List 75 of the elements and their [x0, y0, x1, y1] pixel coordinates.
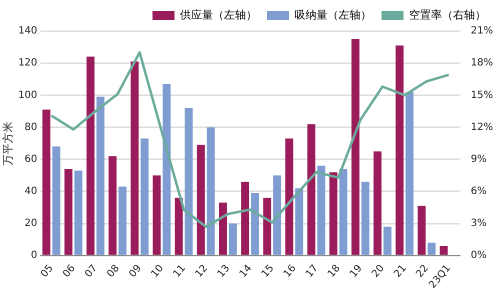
bar: [406, 92, 414, 255]
bar: [130, 61, 139, 255]
bar: [396, 45, 404, 255]
x-tick-label: 14: [238, 263, 254, 280]
x-tick-label: 13: [216, 263, 232, 280]
y2-tick-label: 15%: [470, 90, 494, 101]
y2-tick-label: 21%: [470, 26, 494, 37]
x-tick-label: 16: [282, 263, 298, 280]
legend-label: 空置率（右轴）: [409, 8, 486, 22]
bar: [295, 188, 304, 255]
bar: [263, 198, 272, 255]
y2-tick-label: 0%: [470, 250, 487, 262]
x-tick-label: 19: [348, 263, 365, 280]
x-tick-label: 10: [149, 263, 166, 280]
bar: [152, 175, 161, 255]
bar: [428, 242, 436, 255]
y2-tick-label: 9%: [470, 154, 487, 165]
y-tick-label: 20: [24, 218, 38, 230]
y-tick-label: 60: [24, 154, 38, 165]
bar: [418, 206, 426, 255]
bar: [351, 39, 360, 255]
bar: [206, 127, 215, 255]
bar: [42, 110, 50, 255]
x-tick-label: 12: [194, 263, 210, 280]
x-tick-label: 06: [61, 263, 78, 280]
bar: [317, 166, 326, 255]
bar: [273, 175, 282, 255]
y2-tick-label: 18%: [470, 58, 494, 69]
bar: [108, 156, 117, 255]
legend-label: 吸纳量（左轴）: [294, 8, 372, 22]
x-tick-label: 05: [39, 263, 56, 280]
bar: [74, 170, 82, 255]
x-tick-label: 09: [127, 263, 144, 280]
bar: [118, 186, 127, 255]
y-tick-label: 100: [18, 90, 38, 101]
y-axis-title: 万平方米: [1, 121, 14, 166]
x-tick-label: 08: [105, 263, 122, 280]
bar: [86, 56, 94, 255]
bar: [285, 138, 294, 255]
y2-tick-label: 3%: [470, 218, 487, 230]
bar: [184, 108, 193, 255]
bar: [174, 198, 183, 255]
bar: [96, 96, 104, 255]
bar: [307, 124, 316, 255]
x-tick-label: 22: [414, 263, 431, 280]
x-tick-label: 21: [392, 263, 409, 280]
y2-tick-label: 6%: [470, 186, 487, 198]
x-tick-label: 07: [83, 263, 100, 280]
x-tick-label: 18: [326, 263, 343, 280]
bar: [241, 182, 250, 255]
x-tick-label: 20: [370, 263, 387, 280]
bar: [140, 138, 149, 255]
bar: [228, 224, 237, 255]
bar: [440, 246, 448, 255]
bar: [329, 172, 338, 255]
bar: [64, 168, 72, 255]
y-tick-label: 0: [30, 250, 38, 262]
y-tick-label: 80: [24, 122, 38, 133]
bar: [339, 168, 348, 255]
x-tick-label: 15: [260, 263, 276, 280]
bar: [52, 146, 60, 255]
bar: [374, 151, 382, 255]
y-tick-label: 140: [18, 26, 38, 37]
y-tick-label: 120: [18, 58, 38, 69]
bar: [196, 144, 205, 255]
bar: [219, 202, 227, 255]
bar: [162, 84, 171, 255]
y-tick-label: 40: [24, 186, 38, 198]
bar: [251, 193, 259, 255]
y2-tick-label: 12%: [470, 122, 494, 133]
bar: [383, 226, 392, 255]
bar: [361, 182, 370, 255]
x-tick-label: 11: [171, 263, 188, 280]
legend-label: 供应量（左轴）: [180, 8, 257, 22]
x-tick-label: 17: [304, 263, 321, 280]
